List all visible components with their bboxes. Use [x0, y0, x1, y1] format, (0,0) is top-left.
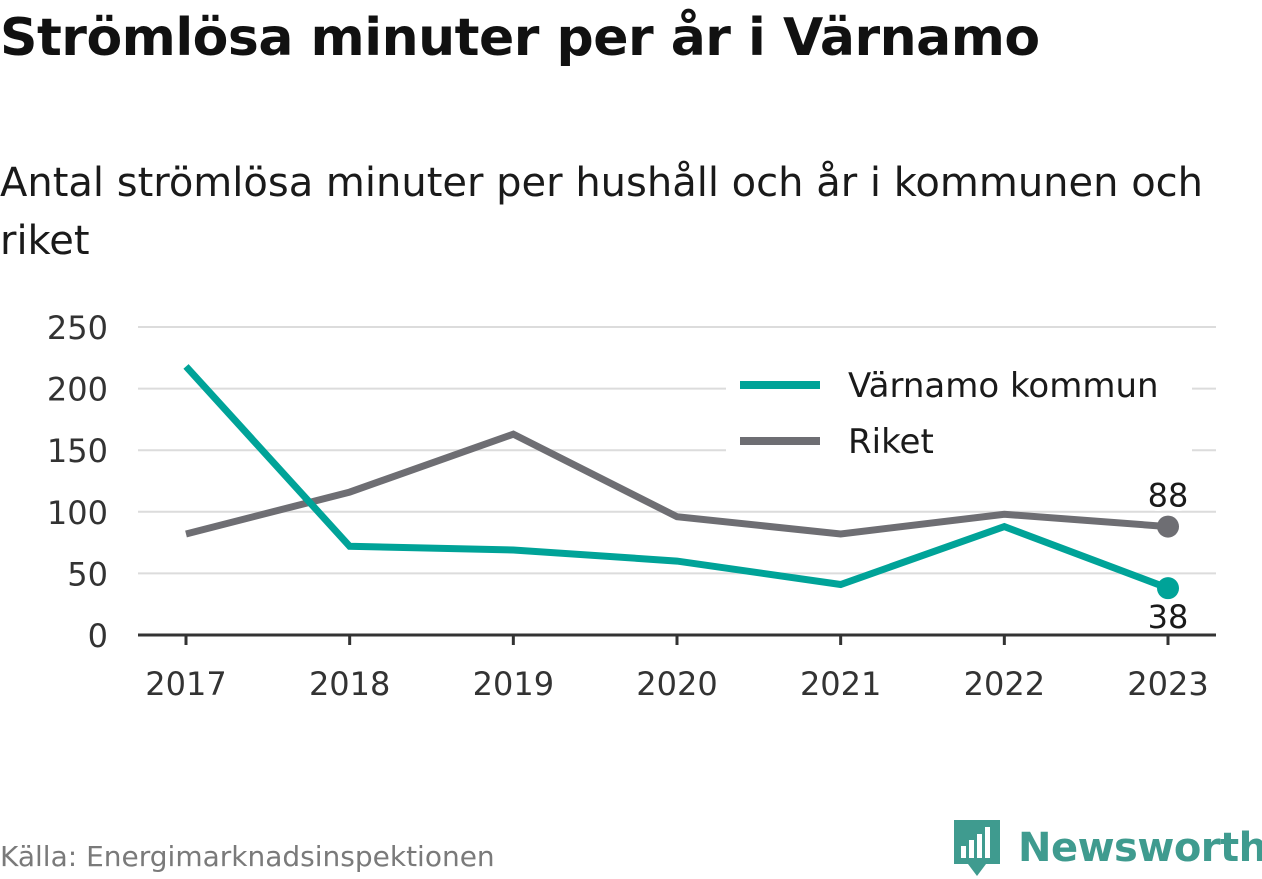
legend-background [726, 352, 1192, 470]
x-tick-label: 2022 [964, 665, 1045, 703]
x-tick-label: 2020 [636, 665, 717, 703]
series-line [183, 364, 1170, 592]
y-axis-tick-labels: 0 50 100 150 200 250 [47, 309, 108, 655]
y-tick-label: 100 [47, 494, 108, 532]
x-axis: 2017 2018 2019 2020 2021 2022 2023 [138, 633, 1216, 703]
legend-label: Värnamo kommun [848, 366, 1159, 406]
source-note: Källa: Energimarknadsinspektionen [0, 840, 495, 873]
x-tick-label: 2018 [309, 665, 390, 703]
legend: Värnamo kommun Riket [726, 352, 1192, 470]
x-tick-label: 2023 [1127, 665, 1208, 703]
end-labels: 38 88 [1144, 473, 1193, 641]
y-tick-label: 250 [47, 309, 108, 347]
x-tick-label: 2017 [145, 665, 226, 703]
chart-subtitle: Antal strömlösa minuter per hushåll och … [0, 160, 1204, 264]
series-end-point [1157, 515, 1179, 538]
legend-label: Riket [848, 422, 934, 462]
brand: Newsworthy [952, 818, 1262, 878]
series-end-point [1157, 577, 1179, 600]
series-lines [183, 364, 1179, 600]
newsworthy-logo-icon [954, 820, 1000, 876]
y-tick-label: 50 [67, 555, 108, 593]
series-line [185, 430, 1169, 538]
chart-title: Strömlösa minuter per år i Värnamo [0, 8, 1040, 68]
y-tick-label: 0 [88, 617, 108, 655]
y-tick-label: 150 [47, 432, 108, 470]
brand-name: Newsworthy [1018, 825, 1262, 871]
x-tick-label: 2019 [473, 665, 554, 703]
y-tick-label: 200 [47, 371, 108, 409]
line-chart: 0 50 100 150 200 250 2017 2018 2019 2020 2021 2022… [47, 309, 1216, 703]
x-tick-label: 2021 [800, 665, 881, 703]
end-value-label: 88 [1148, 477, 1189, 515]
end-value-label: 38 [1148, 598, 1189, 636]
